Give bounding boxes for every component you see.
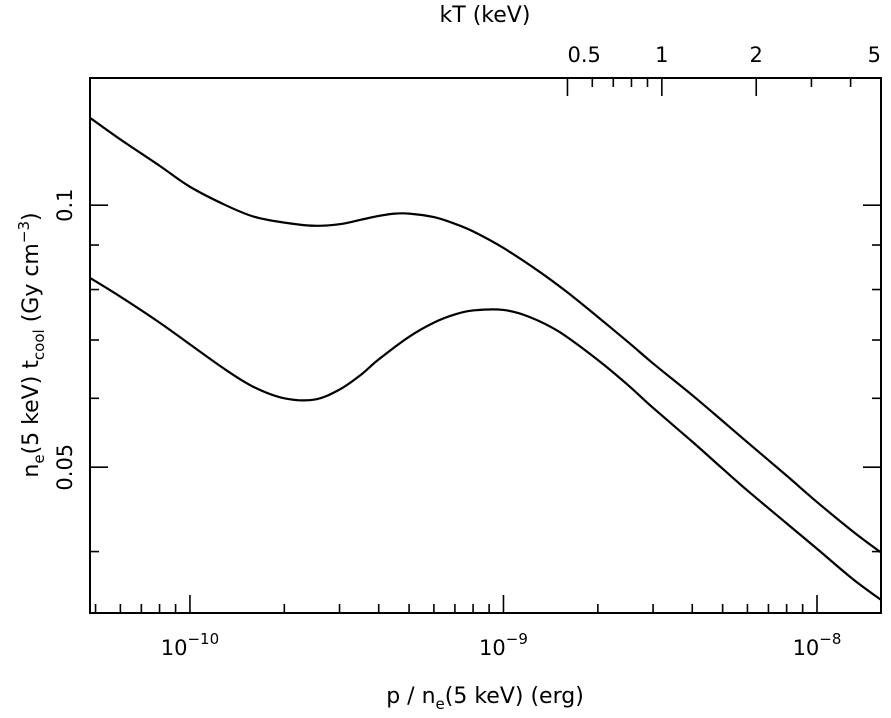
x2-tick-label: 5 [868, 43, 881, 67]
y-axis-label: ne(5 keV) tcool (Gy cm−3) [15, 212, 48, 477]
y-tick-label: 0.1 [53, 188, 77, 221]
tick-labels: 10−10 10−9 10−8 0.5 1 2 5 0.05 0.1 [53, 43, 881, 660]
x2-tick-label: 1 [655, 43, 668, 67]
series-lower-curve [89, 276, 882, 601]
x2-tick-label: 2 [750, 43, 763, 67]
plot-frame [89, 77, 882, 614]
x-tick-label: 10−10 [161, 630, 219, 660]
x-tick-label: 10−9 [479, 630, 528, 660]
x-tick-label: 10−8 [793, 630, 842, 660]
curves [89, 116, 882, 601]
x2-tick-label: 0.5 [567, 43, 600, 67]
series-upper-curve [89, 116, 882, 554]
x2-axis-label: kT (keV) [440, 3, 531, 28]
axis-ticks [90, 78, 882, 613]
y-tick-label: 0.05 [53, 444, 77, 491]
x-axis-label: p / ne(5 keV) (erg) [386, 684, 584, 713]
